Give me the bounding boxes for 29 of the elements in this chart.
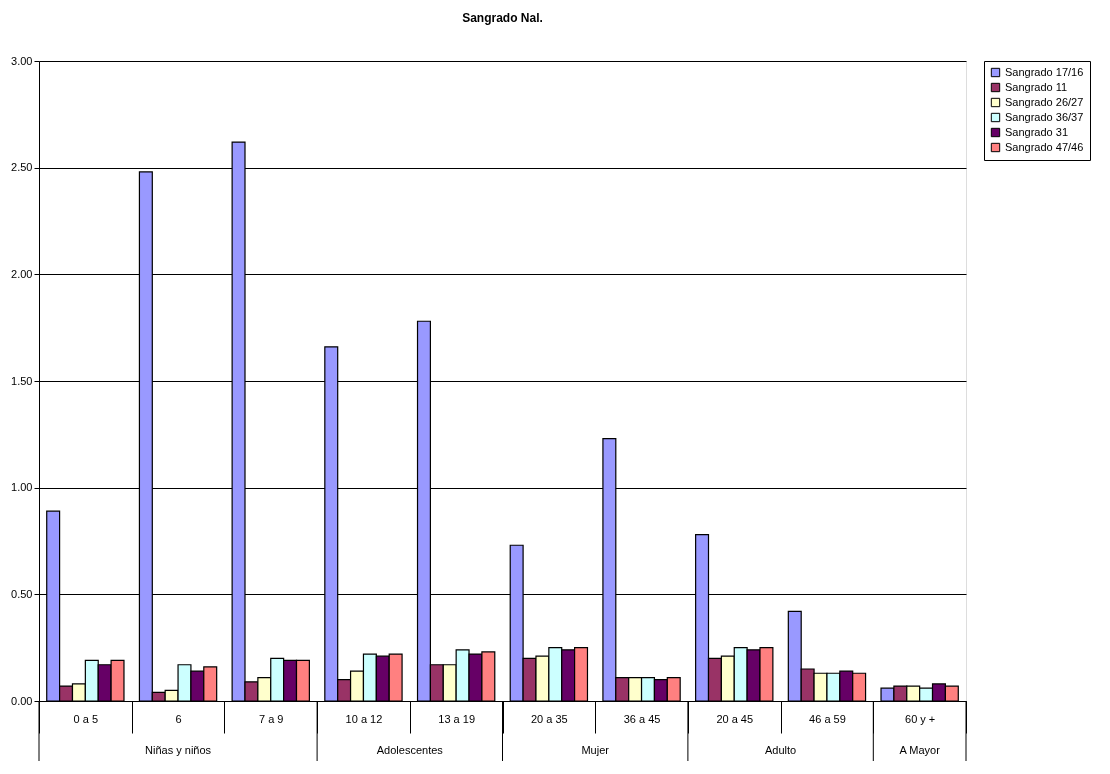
y-tick-label: 0.50: [11, 587, 33, 600]
x-tick-label: 7 a 9: [259, 712, 284, 725]
x-tick-label: 20 a 35: [531, 712, 568, 725]
text: A Mayor: [899, 744, 941, 756]
y-tick-label: 3.00: [11, 54, 33, 67]
x-tick-label: 20 a 45: [716, 712, 754, 725]
y-tick-label: 1.50: [11, 374, 33, 387]
y-tick-label: 0.00: [11, 694, 33, 707]
legend-label: Sangrado 11: [1005, 80, 1068, 93]
x-tick-label: 0 a 5: [73, 712, 99, 725]
x-tick-label: 10 a 12: [345, 712, 383, 725]
legend-label: Sangrado 17/16: [1005, 65, 1084, 78]
text: Adulto: [765, 744, 797, 756]
y-tick-label: 1.00: [11, 481, 33, 494]
text: Mujer: [581, 744, 610, 756]
legend-label: Sangrado 26/27: [1005, 95, 1084, 108]
y-tick-label: 2.50: [11, 161, 33, 174]
x-tick-label: 60 y +: [905, 712, 936, 725]
legend-label: Sangrado 36/37: [1005, 110, 1084, 123]
x-tick-label: 46 a 59: [809, 712, 846, 725]
y-tick-label: 2.00: [11, 267, 33, 280]
x-tick-label: 6: [175, 712, 182, 725]
text: Niñas y niños: [145, 744, 212, 756]
chart-title: Sangrado Nal.: [462, 11, 543, 25]
legend-label: Sangrado 31: [1005, 125, 1068, 138]
x-tick-label: 36 a 45: [623, 712, 661, 725]
text: Adolescentes: [376, 744, 444, 756]
legend-label: Sangrado 47/46: [1005, 140, 1084, 153]
x-tick-label: 13 a 19: [438, 712, 475, 725]
